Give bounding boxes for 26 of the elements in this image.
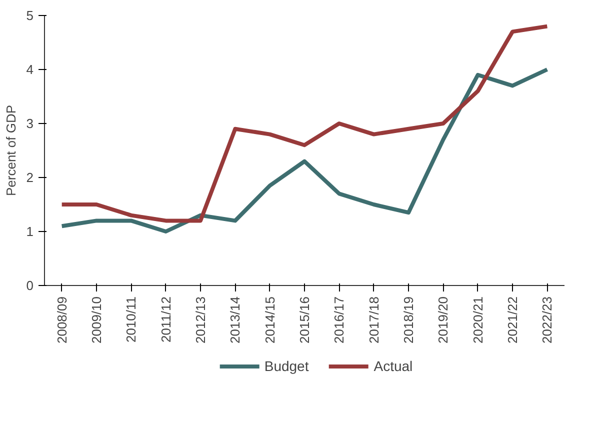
x-tick-label: 2008/09: [54, 296, 70, 344]
x-tick-label: 2018/19: [401, 296, 416, 344]
y-tick-label: 1: [26, 224, 34, 239]
x-tick-label: 2010/11: [124, 296, 139, 343]
y-tick-label: 4: [26, 62, 34, 77]
x-tick-label: 2022/23: [540, 296, 555, 344]
y-tick-label: 3: [26, 116, 34, 131]
x-tick-label: 2015/16: [297, 296, 312, 344]
line-series: [60, 24, 550, 223]
x-tick-label: 2009/10: [89, 296, 104, 344]
x-tick-label: 2013/14: [228, 296, 243, 344]
legend-label: Budget: [264, 358, 309, 374]
x-tick-label: 2017/18: [366, 296, 382, 344]
x-tick-label: 2014/15: [262, 296, 278, 344]
x-tick-label: 2020/21: [470, 296, 486, 344]
x-tick-label: 2021/22: [505, 296, 520, 344]
y-axis-title: Percent of GDP: [3, 104, 18, 196]
x-tick-label: 2019/20: [436, 296, 451, 344]
x-tick-label: 2011/12: [158, 296, 174, 343]
legend-label: Actual: [374, 358, 413, 374]
line-series: [60, 68, 550, 234]
y-tick-label: 5: [26, 8, 34, 23]
x-tick-label: 2012/13: [193, 296, 208, 344]
x-tick-label: 2016/17: [332, 296, 347, 344]
y-tick-label: 2: [26, 170, 34, 185]
y-tick-label: 0: [26, 278, 34, 293]
